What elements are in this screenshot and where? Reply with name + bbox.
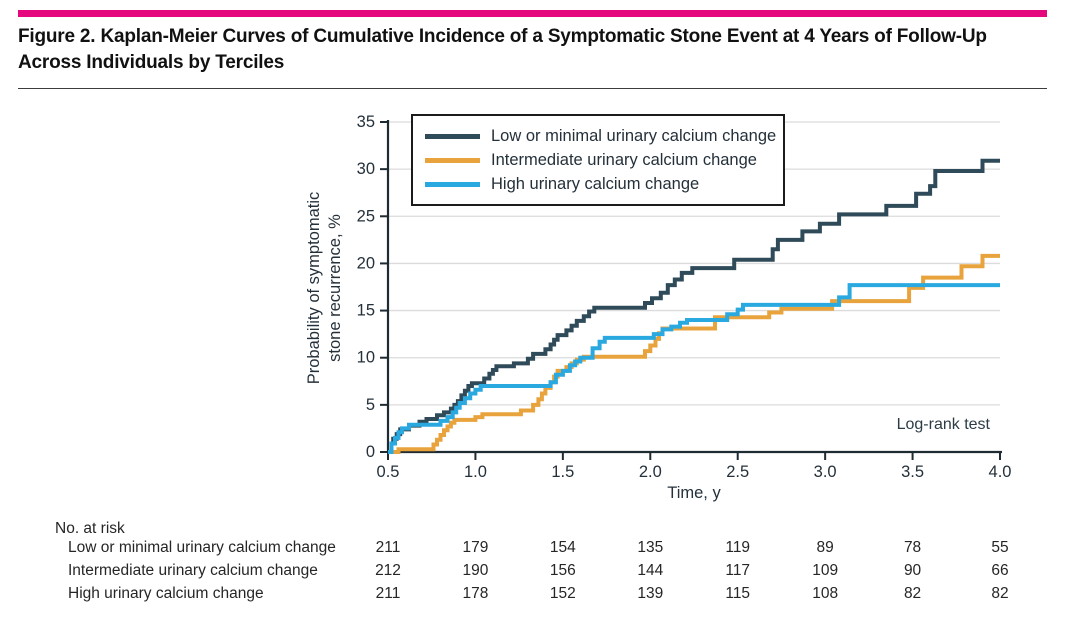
y-tick-label: 35 (357, 113, 375, 131)
y-tick-label: 30 (357, 160, 375, 178)
title-divider (18, 88, 1047, 89)
risk-count: 66 (991, 562, 1009, 579)
figure-accent-bar (18, 10, 1047, 17)
risk-count: 82 (991, 585, 1009, 602)
risk-count: 144 (637, 562, 664, 579)
risk-count: 190 (462, 562, 489, 579)
risk-count: 179 (462, 539, 489, 556)
legend-line-swatch-intermediate (425, 157, 480, 163)
y-tick-label: 10 (357, 349, 375, 367)
x-tick-label: 0.5 (377, 463, 400, 481)
risk-row-label-high: High urinary calcium change (68, 585, 264, 602)
legend: Low or minimal urinary calcium change In… (411, 114, 785, 206)
legend-label: High urinary calcium change (491, 174, 700, 193)
x-tick-label: 2.5 (726, 463, 749, 481)
km-curve-series_low (388, 158, 1000, 454)
legend-line-swatch-high (425, 181, 480, 187)
risk-count: 135 (637, 539, 664, 556)
logrank-annotation: Log-rank test (896, 416, 990, 433)
y-tick-label: 25 (357, 207, 375, 225)
y-axis-title-line1: Probability of symptomatic (305, 191, 323, 384)
y-tick-label: 0 (366, 443, 375, 461)
risk-count: 115 (725, 585, 751, 602)
figure-title-line1: Figure 2. Kaplan-Meier Curves of Cumulat… (18, 26, 987, 47)
risk-count: 109 (812, 562, 839, 579)
y-axis-title-line2: stone recurrence, % (326, 213, 344, 362)
risk-row-label-intermediate: Intermediate urinary calcium change (68, 562, 318, 579)
x-tick-label: 1.0 (464, 463, 487, 481)
km-curve-series_high (388, 283, 1000, 454)
risk-count: 108 (812, 585, 839, 602)
risk-count: 178 (462, 585, 489, 602)
figure-title: Figure 2. Kaplan-Meier Curves of Cumulat… (18, 24, 1047, 76)
risk-count: 90 (903, 562, 922, 579)
figure-title-line2: Across Individuals by Terciles (18, 52, 285, 73)
risk-count: 212 (375, 562, 401, 579)
risk-count: 55 (991, 539, 1009, 556)
x-tick-label: 3.5 (901, 463, 924, 481)
x-tick-label: 2.0 (639, 463, 662, 481)
risk-count: 78 (903, 539, 922, 556)
risk-count: 211 (375, 539, 401, 556)
y-tick-label: 5 (366, 396, 375, 414)
legend-label: Low or minimal urinary calcium change (491, 126, 777, 145)
x-tick-label: 3.0 (814, 463, 837, 481)
legend-item-intermediate: Intermediate urinary calcium change (425, 148, 773, 172)
risk-count: 139 (637, 585, 664, 602)
legend-line-swatch-low (425, 133, 480, 139)
risk-count: 211 (375, 585, 401, 602)
risk-count: 156 (549, 562, 576, 579)
risk-count: 82 (903, 585, 922, 602)
risk-table-heading: No. at risk (55, 520, 125, 537)
risk-count: 89 (816, 539, 834, 556)
legend-item-low: Low or minimal urinary calcium change (425, 124, 777, 148)
x-tick-label: 1.5 (551, 463, 574, 481)
legend-item-high: High urinary calcium change (425, 172, 773, 196)
y-tick-label: 20 (357, 254, 375, 272)
x-tick-label: 4.0 (989, 463, 1012, 481)
y-axis-title: Probability of symptomatic stone recurre… (255, 170, 395, 405)
legend-label: Intermediate urinary calcium change (491, 150, 757, 169)
risk-count: 119 (725, 539, 751, 556)
risk-count: 152 (549, 585, 576, 602)
risk-count: 154 (549, 539, 576, 556)
y-tick-label: 15 (357, 302, 375, 320)
risk-count: 117 (725, 562, 751, 579)
risk-row-label-low: Low or minimal urinary calcium change (68, 539, 336, 556)
x-axis-title: Time, y (667, 484, 721, 502)
